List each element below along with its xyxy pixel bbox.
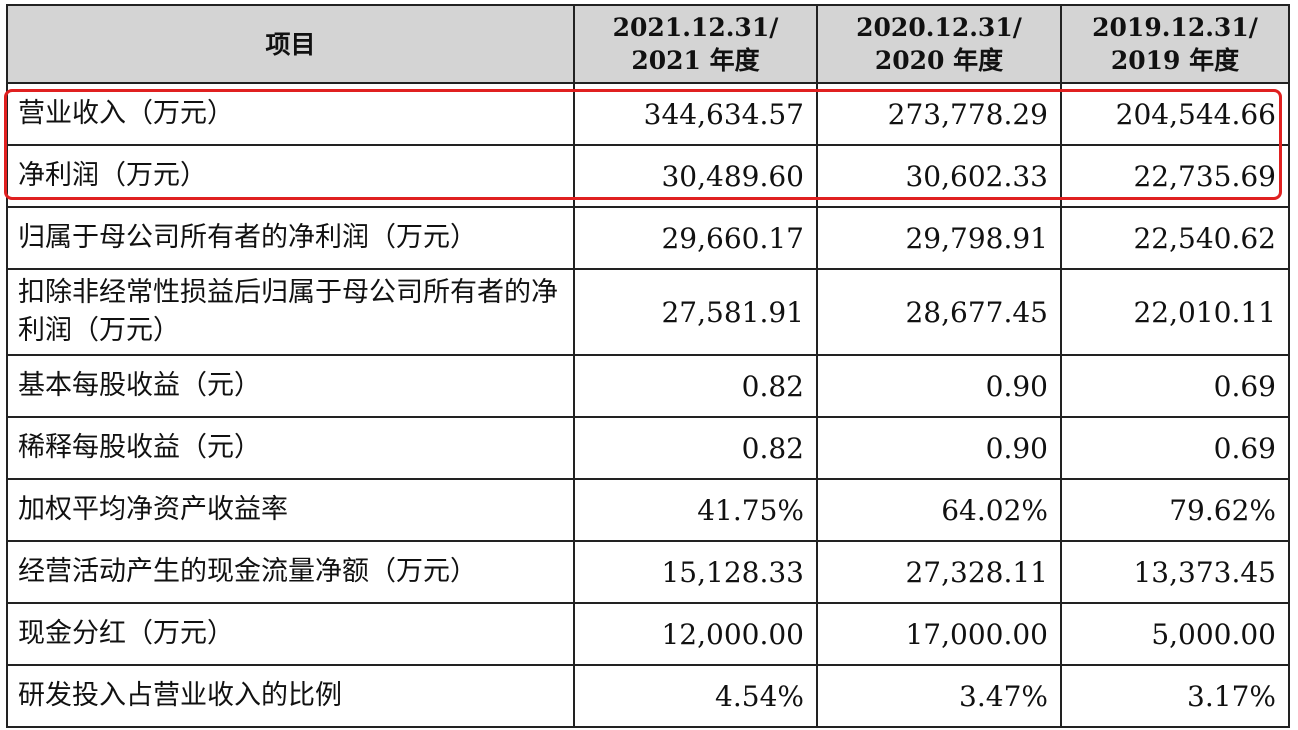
value-2020: 273,778.29 — [816, 82, 1062, 146]
value-2020: 17,000.00 — [816, 602, 1062, 666]
value-2021: 15,128.33 — [573, 540, 818, 604]
table-row: 研发投入占营业收入的比例 4.54% 3.47% 3.17% — [6, 664, 1290, 728]
value-2019: 3.17% — [1060, 664, 1290, 728]
value-2021: 344,634.57 — [573, 82, 818, 146]
value-2019: 0.69 — [1060, 416, 1290, 480]
value-2020: 28,677.45 — [816, 268, 1062, 356]
table-row: 营业收入（万元） 344,634.57 273,778.29 204,544.6… — [6, 82, 1290, 146]
value-2020: 27,328.11 — [816, 540, 1062, 604]
row-label: 基本每股收益（元） — [6, 354, 575, 418]
value-2019: 0.69 — [1060, 354, 1290, 418]
header-item: 项目 — [6, 4, 575, 84]
row-label: 净利润（万元） — [6, 144, 575, 208]
value-2021: 0.82 — [573, 354, 818, 418]
value-2020: 64.02% — [816, 478, 1062, 542]
value-2019: 13,373.45 — [1060, 540, 1290, 604]
value-2021: 29,660.17 — [573, 206, 818, 270]
row-label: 归属于母公司所有者的净利润（万元） — [6, 206, 575, 270]
value-2019: 204,544.66 — [1060, 82, 1290, 146]
table-row: 稀释每股收益（元） 0.82 0.90 0.69 — [6, 416, 1290, 480]
value-2021: 4.54% — [573, 664, 818, 728]
table-row: 加权平均净资产收益率 41.75% 64.02% 79.62% — [6, 478, 1290, 542]
header-2021-year: 2021 年度 — [631, 46, 760, 75]
value-2021: 41.75% — [573, 478, 818, 542]
table-row: 基本每股收益（元） 0.82 0.90 0.69 — [6, 354, 1290, 418]
value-2020: 3.47% — [816, 664, 1062, 728]
value-2019: 22,010.11 — [1060, 268, 1290, 356]
value-2020: 29,798.91 — [816, 206, 1062, 270]
row-label: 现金分红（万元） — [6, 602, 575, 666]
value-2021: 30,489.60 — [573, 144, 818, 208]
row-label: 经营活动产生的现金流量净额（万元） — [6, 540, 575, 604]
table-row: 现金分红（万元） 12,000.00 17,000.00 5,000.00 — [6, 602, 1290, 666]
value-2020: 30,602.33 — [816, 144, 1062, 208]
table-row: 净利润（万元） 30,489.60 30,602.33 22,735.69 — [6, 144, 1290, 208]
header-2019-date: 2019.12.31/ — [1092, 13, 1258, 42]
value-2020: 0.90 — [816, 354, 1062, 418]
header-2019-year: 2019 年度 — [1110, 46, 1240, 75]
value-2021: 0.82 — [573, 416, 818, 480]
value-2019: 22,735.69 — [1060, 144, 1290, 208]
row-label: 营业收入（万元） — [6, 82, 575, 146]
financial-summary-table: 项目 2021.12.31/ 2021 年度 2020.12.31/ 2020 … — [6, 4, 1290, 728]
value-2019: 79.62% — [1060, 478, 1290, 542]
table-row: 经营活动产生的现金流量净额（万元） 15,128.33 27,328.11 13… — [6, 540, 1290, 604]
header-2019: 2019.12.31/ 2019 年度 — [1060, 4, 1290, 84]
table-row: 归属于母公司所有者的净利润（万元） 29,660.17 29,798.91 22… — [6, 206, 1290, 270]
header-2021-date: 2021.12.31/ — [612, 13, 779, 42]
value-2020: 0.90 — [816, 416, 1062, 480]
row-label: 扣除非经常性损益后归属于母公司所有者的净利润（万元） — [6, 268, 575, 356]
header-2020-date: 2020.12.31/ — [856, 13, 1022, 42]
header-2021: 2021.12.31/ 2021 年度 — [573, 4, 818, 84]
table-header-row: 项目 2021.12.31/ 2021 年度 2020.12.31/ 2020 … — [6, 4, 1290, 84]
row-label: 稀释每股收益（元） — [6, 416, 575, 480]
header-2020-year: 2020 年度 — [874, 46, 1004, 75]
table-row: 扣除非经常性损益后归属于母公司所有者的净利润（万元） 27,581.91 28,… — [6, 268, 1290, 356]
value-2021: 27,581.91 — [573, 268, 818, 356]
header-2020: 2020.12.31/ 2020 年度 — [816, 4, 1062, 84]
value-2019: 22,540.62 — [1060, 206, 1290, 270]
row-label: 加权平均净资产收益率 — [6, 478, 575, 542]
value-2021: 12,000.00 — [573, 602, 818, 666]
row-label: 研发投入占营业收入的比例 — [6, 664, 575, 728]
value-2019: 5,000.00 — [1060, 602, 1290, 666]
